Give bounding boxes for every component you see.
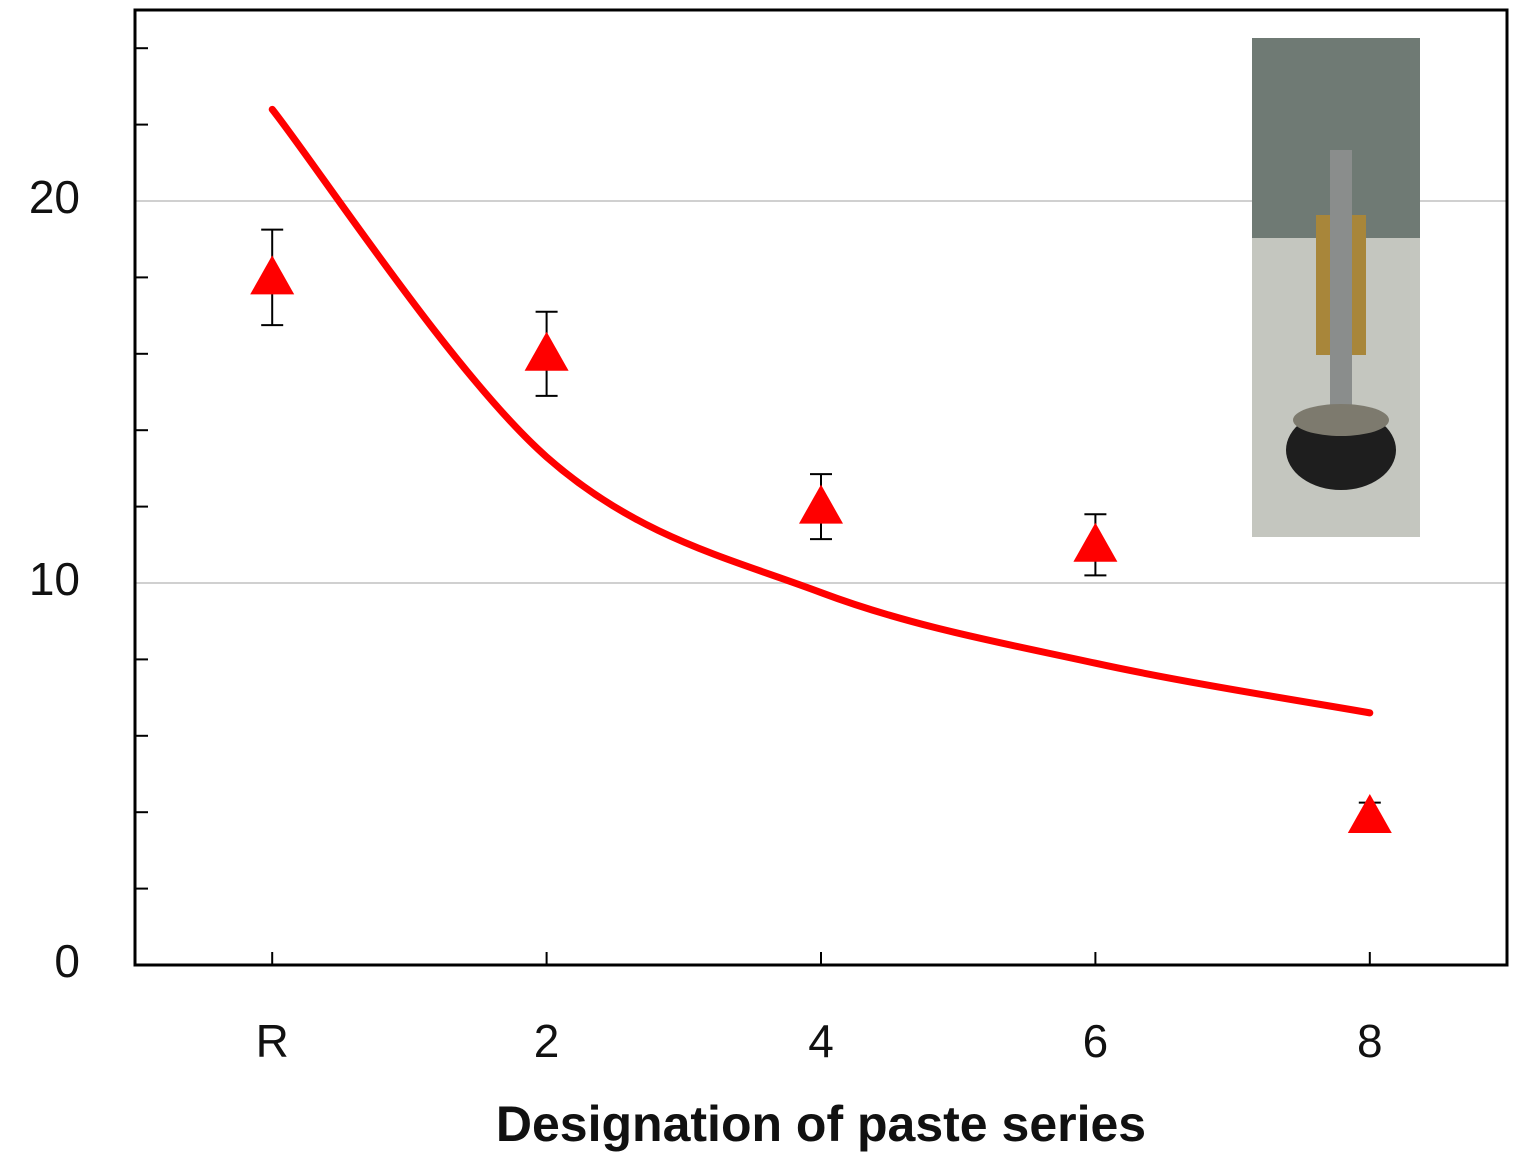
y-tick-label: 0 (54, 935, 80, 987)
x-tick-label: R (256, 1015, 289, 1067)
x-tick-label: 6 (1083, 1015, 1109, 1067)
x-tick-label: 4 (808, 1015, 834, 1067)
data-point (1347, 794, 1392, 834)
inset-photo (1252, 38, 1420, 537)
data-point (799, 484, 843, 524)
x-axis-title: Designation of paste series (496, 1096, 1146, 1152)
trend-line (268, 105, 1374, 717)
data-point (524, 331, 569, 371)
y-tick-label: 20 (29, 171, 80, 223)
data-point (250, 255, 295, 295)
photo-paste (1293, 404, 1389, 436)
x-tick-label: 2 (534, 1015, 560, 1067)
x-tick-label: 8 (1357, 1015, 1383, 1067)
y-tick-label: 10 (29, 553, 80, 605)
data-point (1073, 522, 1118, 562)
photo-rod (1330, 150, 1352, 410)
